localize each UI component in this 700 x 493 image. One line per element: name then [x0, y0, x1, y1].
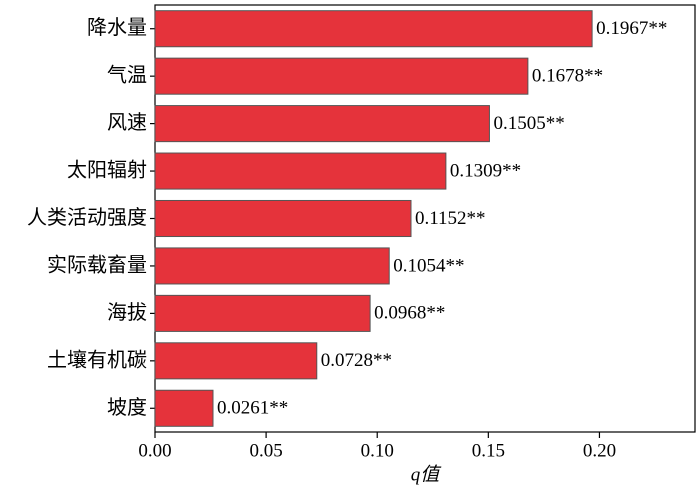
bar: [154, 342, 318, 380]
y-tick-label: 气温: [107, 63, 147, 87]
bar: [154, 105, 490, 143]
bar: [154, 152, 447, 190]
bar: [154, 57, 529, 95]
value-label: 0.0968**: [374, 303, 445, 324]
y-tick-label: 风速: [107, 110, 147, 134]
value-label: 0.1967**: [596, 18, 667, 39]
y-tick-label: 太阳辐射: [67, 158, 147, 182]
x-tick-label: 0.05: [249, 440, 282, 461]
bar: [154, 247, 390, 285]
x-tick-label: 0.00: [138, 440, 171, 461]
value-label: 0.0261**: [217, 398, 288, 419]
bar: [154, 10, 593, 48]
value-label: 0.1309**: [450, 160, 521, 181]
value-label: 0.1505**: [493, 113, 564, 134]
value-label: 0.1152**: [415, 208, 486, 229]
y-tick-label: 土壤有机碳: [47, 347, 147, 371]
y-tick-label: 海拔: [107, 300, 147, 324]
y-tick-label: 降水量: [87, 15, 147, 39]
x-tick-label: 0.20: [583, 440, 616, 461]
bar: [154, 294, 371, 332]
y-tick-label: 人类活动强度: [27, 205, 147, 229]
y-tick-label: 实际载畜量: [47, 252, 147, 276]
bar: [154, 389, 214, 427]
value-label: 0.0728**: [321, 350, 392, 371]
value-label: 0.1678**: [532, 66, 603, 87]
bar: [154, 199, 412, 238]
value-label: 0.1054**: [393, 255, 464, 276]
x-tick-label: 0.15: [472, 440, 505, 461]
y-tick-label: 坡度: [107, 395, 147, 419]
x-axis-label: q值: [411, 464, 443, 485]
x-tick-label: 0.10: [361, 440, 394, 461]
